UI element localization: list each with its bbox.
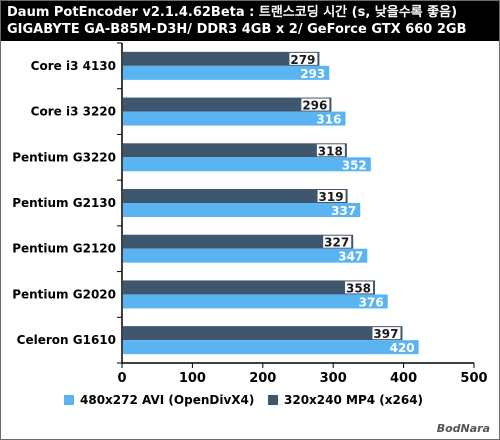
watermark-logo: BodNara <box>437 422 490 435</box>
data-label: 279 <box>290 53 315 67</box>
bar-mp4 <box>123 51 320 66</box>
data-label-bg <box>317 190 346 202</box>
data-label: 319 <box>319 190 344 204</box>
data-label-bg <box>289 52 318 65</box>
x-tick-label: 100 <box>179 371 206 386</box>
bar-avi <box>123 340 419 355</box>
data-label: 352 <box>342 158 367 172</box>
legend-swatch <box>64 395 74 405</box>
x-tick-label: 500 <box>460 371 487 386</box>
legend-label: 480x272 AVI (OpenDivX4) <box>80 393 254 407</box>
chart-subtitle: GIGABYTE GA-B85M-D3H/ DDR3 4GB x 2/ GeFo… <box>7 22 467 37</box>
x-tick-label: 0 <box>117 371 126 386</box>
data-label: 318 <box>318 144 343 158</box>
data-label-bg <box>372 327 401 340</box>
bar-mp4 <box>123 143 347 158</box>
data-label: 347 <box>338 250 363 264</box>
data-label: 293 <box>300 67 325 81</box>
data-label: 358 <box>346 281 371 295</box>
legend-label: 320x240 MP4 (x264) <box>284 393 423 407</box>
data-label: 296 <box>302 99 327 113</box>
data-label-bg <box>323 235 352 248</box>
bar-mp4 <box>123 234 354 249</box>
bar-avi <box>123 203 361 217</box>
bar-avi <box>123 65 330 80</box>
bar-mp4 <box>123 97 332 112</box>
data-label-bg <box>316 144 345 157</box>
chart-title: Daum PotEncoder v2.1.4.62Beta : 트랜스코딩 시간… <box>7 5 458 20</box>
category-label: Pentium G2120 <box>12 242 116 256</box>
category-label: Core i3 4130 <box>31 59 116 73</box>
bar-avi <box>123 248 368 263</box>
legend-swatch <box>268 395 278 405</box>
category-label: Pentium G2130 <box>12 196 116 210</box>
category-label: Pentium G3220 <box>12 150 116 164</box>
bar-mp4 <box>123 280 376 295</box>
bar-mp4 <box>123 326 403 341</box>
data-label: 420 <box>390 341 415 355</box>
bar-avi <box>123 294 388 309</box>
data-label-bg <box>345 281 374 294</box>
data-label: 376 <box>359 295 384 309</box>
data-label: 397 <box>373 327 398 341</box>
category-label: Pentium G2020 <box>12 287 116 301</box>
data-label-bg <box>301 98 330 111</box>
x-tick-label: 400 <box>390 371 417 386</box>
category-label: Celeron G1610 <box>17 333 116 347</box>
x-tick-label: 200 <box>249 371 276 386</box>
bar-mp4 <box>123 189 348 203</box>
x-tick-label: 300 <box>320 371 347 386</box>
category-label: Core i3 3220 <box>31 105 116 119</box>
bar-avi <box>123 157 371 172</box>
data-label: 327 <box>324 236 349 250</box>
data-label: 316 <box>316 113 341 127</box>
data-label: 337 <box>331 204 356 218</box>
bar-avi <box>123 111 346 126</box>
chart-header: Daum PotEncoder v2.1.4.62Beta : 트랜스코딩 시간… <box>1 1 499 41</box>
